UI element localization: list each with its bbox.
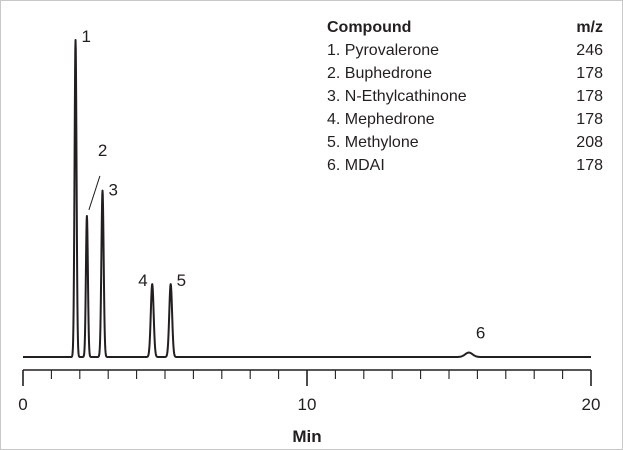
mz-row-2: 178 (576, 65, 603, 82)
mz-row-3: 178 (576, 88, 603, 105)
x-axis: 0 10 20 (18, 369, 601, 414)
compound-table: Compound m/z 1. Pyrovalerone 246 2. Buph… (327, 19, 603, 174)
peak-label-5: 5 (177, 271, 186, 290)
peak-labels: 1 2 3 4 5 6 (82, 27, 486, 343)
peak-label-2: 2 (98, 141, 107, 160)
peak-label-1: 1 (82, 27, 91, 46)
peak-2-leader-line (88, 175, 101, 211)
mz-row-4: 178 (576, 111, 603, 128)
x-axis-title: Min (292, 427, 321, 446)
peak-label-6: 6 (476, 324, 485, 343)
compound-row-6: 6. MDAI (327, 157, 385, 174)
x-tick-label: 20 (582, 395, 601, 414)
mz-row-6: 178 (576, 157, 603, 174)
compound-row-1: 1. Pyrovalerone (327, 42, 439, 59)
compound-row-4: 4. Mephedrone (327, 111, 435, 128)
mz-column-header: m/z (576, 19, 603, 36)
x-tick-label: 10 (298, 395, 317, 414)
peak-label-3: 3 (109, 181, 118, 200)
compound-row-2: 2. Buphedrone (327, 65, 432, 82)
x-tick-label: 0 (18, 395, 27, 414)
mz-row-1: 246 (576, 42, 603, 59)
chromatogram-trace (22, 39, 592, 358)
peak-label-4: 4 (138, 271, 147, 290)
compound-column-header: Compound (327, 19, 411, 36)
compound-row-5: 5. Methylone (327, 134, 419, 151)
compound-row-3: 3. N-Ethylcathinone (327, 88, 467, 105)
mz-row-5: 208 (576, 134, 603, 151)
